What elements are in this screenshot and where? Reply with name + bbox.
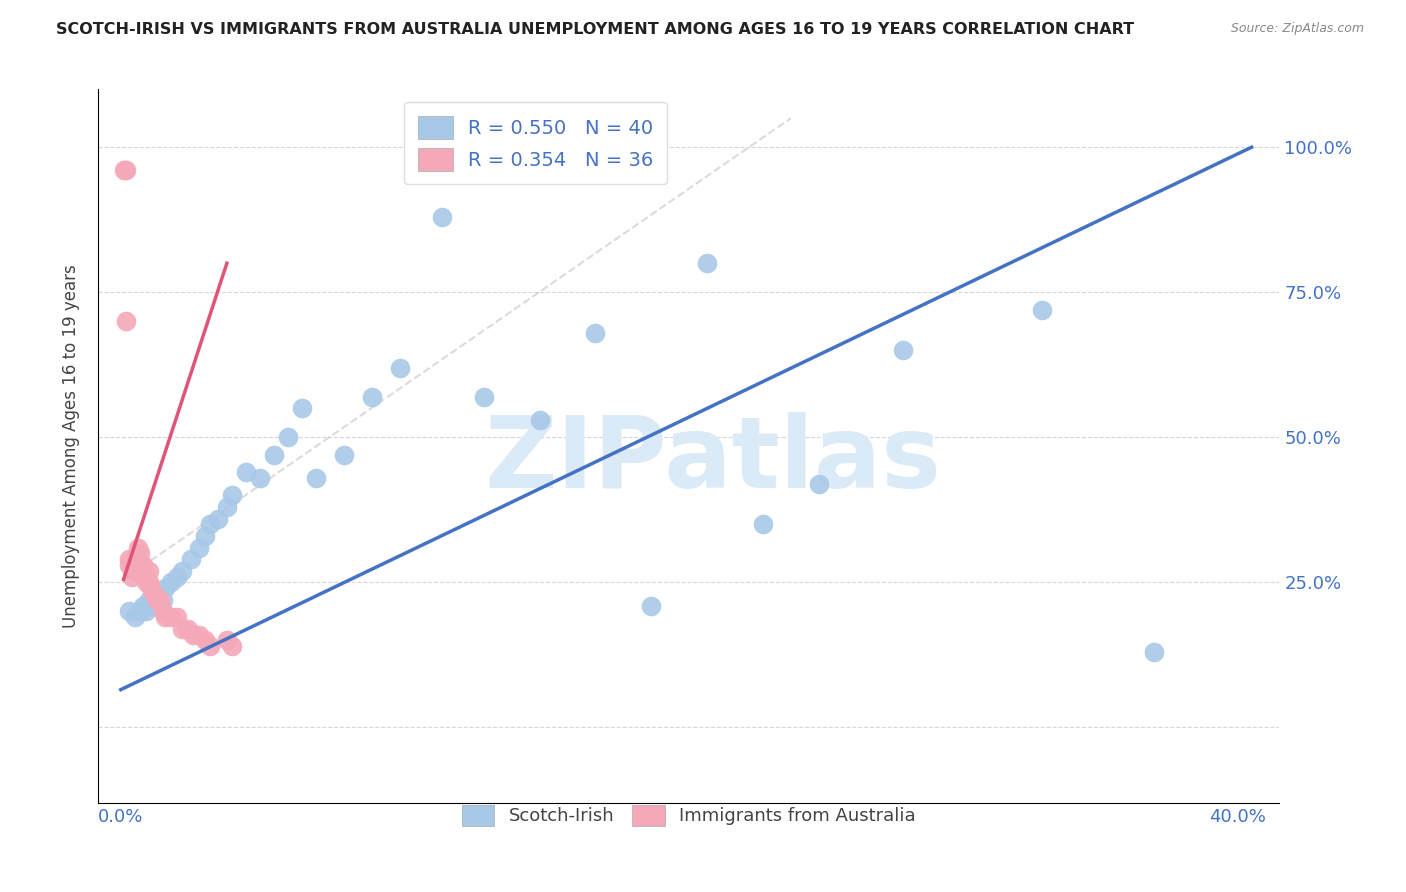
- Point: [129, 558, 152, 572]
- Point: [138, 564, 160, 578]
- Point: [333, 448, 356, 462]
- Point: [141, 581, 163, 595]
- Point: [132, 564, 155, 578]
- Point: [127, 541, 149, 555]
- Point: [115, 163, 138, 178]
- Point: [183, 627, 205, 641]
- Point: [160, 575, 183, 590]
- Point: [277, 430, 299, 444]
- Point: [149, 592, 172, 607]
- Point: [121, 558, 143, 572]
- Point: [180, 552, 202, 566]
- Point: [129, 604, 152, 618]
- Point: [124, 564, 146, 578]
- Point: [146, 592, 169, 607]
- Point: [118, 604, 141, 618]
- Point: [166, 610, 188, 624]
- Point: [152, 592, 174, 607]
- Point: [121, 569, 143, 583]
- Point: [207, 511, 229, 525]
- Point: [235, 465, 257, 479]
- Point: [172, 622, 194, 636]
- Point: [221, 639, 243, 653]
- Point: [187, 627, 209, 641]
- Point: [135, 604, 157, 618]
- Point: [146, 587, 169, 601]
- Point: [696, 256, 718, 270]
- Point: [249, 471, 271, 485]
- Point: [115, 314, 138, 328]
- Point: [118, 558, 141, 572]
- Point: [155, 610, 177, 624]
- Point: [752, 517, 775, 532]
- Point: [891, 343, 914, 358]
- Point: [124, 552, 146, 566]
- Point: [361, 390, 384, 404]
- Point: [177, 622, 200, 636]
- Point: [143, 599, 166, 613]
- Point: [215, 500, 238, 514]
- Legend: Scotch-Irish, Immigrants from Australia: Scotch-Irish, Immigrants from Australia: [451, 794, 927, 837]
- Text: ZIPatlas: ZIPatlas: [484, 412, 941, 508]
- Point: [129, 546, 152, 560]
- Point: [583, 326, 606, 340]
- Point: [187, 541, 209, 555]
- Point: [807, 476, 830, 491]
- Point: [193, 529, 215, 543]
- Point: [155, 581, 177, 595]
- Point: [263, 448, 285, 462]
- Point: [472, 390, 495, 404]
- Point: [221, 488, 243, 502]
- Point: [135, 575, 157, 590]
- Point: [305, 471, 328, 485]
- Point: [388, 360, 411, 375]
- Point: [291, 401, 314, 416]
- Point: [112, 163, 135, 178]
- Point: [172, 564, 194, 578]
- Point: [143, 587, 166, 601]
- Point: [1143, 645, 1166, 659]
- Point: [529, 413, 551, 427]
- Point: [193, 633, 215, 648]
- Point: [1031, 302, 1053, 317]
- Point: [198, 639, 221, 653]
- Point: [152, 604, 174, 618]
- Text: SCOTCH-IRISH VS IMMIGRANTS FROM AUSTRALIA UNEMPLOYMENT AMONG AGES 16 TO 19 YEARS: SCOTCH-IRISH VS IMMIGRANTS FROM AUSTRALI…: [56, 22, 1135, 37]
- Point: [132, 558, 155, 572]
- Point: [640, 599, 662, 613]
- Point: [118, 552, 141, 566]
- Point: [138, 592, 160, 607]
- Text: Source: ZipAtlas.com: Source: ZipAtlas.com: [1230, 22, 1364, 36]
- Point: [430, 210, 453, 224]
- Y-axis label: Unemployment Among Ages 16 to 19 years: Unemployment Among Ages 16 to 19 years: [62, 264, 80, 628]
- Point: [124, 610, 146, 624]
- Point: [198, 517, 221, 532]
- Point: [129, 564, 152, 578]
- Point: [166, 569, 188, 583]
- Point: [135, 569, 157, 583]
- Point: [127, 552, 149, 566]
- Point: [138, 575, 160, 590]
- Point: [215, 633, 238, 648]
- Point: [160, 610, 183, 624]
- Point: [132, 599, 155, 613]
